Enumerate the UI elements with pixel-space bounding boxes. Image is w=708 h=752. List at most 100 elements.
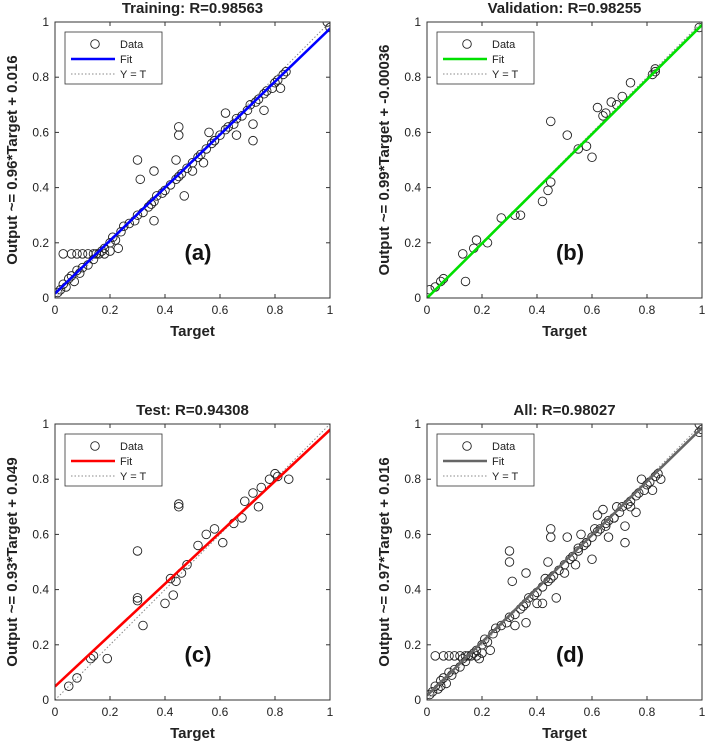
data-point <box>66 271 77 281</box>
y-axis-label: Output ~= 0.93*Target + 0.049 <box>4 457 21 666</box>
data-point <box>510 620 520 631</box>
data-point <box>250 97 261 107</box>
legend: Data Fit Y = T <box>64 31 163 85</box>
legend-data-label: Data <box>492 39 516 51</box>
x-tick-label: 0.8 <box>267 705 284 719</box>
legend-data-marker <box>462 441 472 451</box>
plot-content <box>55 424 330 700</box>
legend-identity-label: Y = T <box>120 69 146 81</box>
data-point <box>149 215 159 226</box>
data-point <box>587 152 597 162</box>
legend-data-label: Data <box>120 39 144 51</box>
data-point <box>625 502 636 512</box>
data-point <box>694 22 702 33</box>
data-point <box>135 174 145 185</box>
data-point <box>284 474 294 484</box>
y-tick-label: 1 <box>42 417 49 431</box>
data-point <box>442 701 451 710</box>
x-tick-label: 0.6 <box>212 303 229 317</box>
data-point <box>77 262 88 273</box>
plot-title: Validation: R=0.98255 <box>488 0 642 17</box>
data-point <box>193 540 203 551</box>
legend-fit-label: Fit <box>492 456 504 468</box>
data-point <box>173 502 184 512</box>
data-point <box>551 593 562 603</box>
data-point <box>99 249 110 259</box>
fit-line <box>427 426 702 697</box>
data-point <box>562 130 573 140</box>
data-point <box>620 521 630 531</box>
panel-validation: 00 0.2 0.2 0.4 0.4 0.6 0.6 0.8 0.8 1 1 Validation: … <box>376 0 706 340</box>
data-point <box>504 557 515 567</box>
data-point <box>77 249 88 259</box>
data-point <box>458 653 468 664</box>
data-point <box>231 113 242 124</box>
axes-frame <box>54 423 331 701</box>
panel-label: (b) <box>556 240 584 265</box>
y-axis-label: Output ~= 0.97*Target + 0.016 <box>376 457 393 666</box>
data-point <box>63 273 74 284</box>
data-point <box>537 598 548 609</box>
y-tick-label: 1 <box>414 417 421 431</box>
fit-line <box>427 23 702 298</box>
data-point <box>151 191 162 201</box>
data-point <box>113 243 123 254</box>
x-tick-label: 1 <box>327 705 334 719</box>
data-point <box>69 276 79 287</box>
data-point <box>173 130 184 140</box>
y-tick-label: 1 <box>414 15 421 29</box>
x-tick-label: 0.6 <box>212 705 229 719</box>
fit-line <box>55 428 330 688</box>
legend-data-marker <box>462 39 472 49</box>
data-point <box>625 77 636 88</box>
data-point <box>601 108 611 118</box>
data-point <box>471 651 482 661</box>
axes-frame <box>426 423 703 701</box>
y-tick-label: 1 <box>42 15 49 29</box>
data-point <box>430 681 441 691</box>
data-point <box>253 502 264 512</box>
data-point <box>694 427 702 438</box>
data-point <box>480 634 490 645</box>
data-point <box>647 485 658 495</box>
data-point <box>171 576 181 587</box>
data-point <box>107 232 118 243</box>
y-tick-label: 0.8 <box>404 472 421 486</box>
data-point <box>231 130 242 140</box>
y-tick-label: 0.6 <box>404 125 421 139</box>
data-point <box>132 593 143 603</box>
data-point <box>132 155 143 165</box>
x-tick-label: 0.4 <box>157 705 174 719</box>
data-point <box>491 623 501 633</box>
data-point <box>256 482 267 493</box>
data-point <box>248 135 258 146</box>
data-point <box>248 488 258 498</box>
data-point <box>72 673 82 683</box>
data-point <box>160 598 170 609</box>
data-point <box>72 249 82 259</box>
data-point <box>521 568 531 578</box>
data-point <box>173 499 184 509</box>
axes-frame <box>54 21 331 299</box>
data-point <box>239 496 250 507</box>
data-point <box>176 169 187 179</box>
x-tick-label: 0.8 <box>639 303 656 317</box>
y-tick-label: 0.6 <box>404 527 421 541</box>
data-point <box>598 504 608 515</box>
data-point <box>537 196 548 207</box>
data-point <box>515 210 526 220</box>
data-point <box>165 573 176 584</box>
data-point <box>182 163 192 174</box>
data-point <box>217 537 228 548</box>
panel-all: 00 0.2 0.2 0.4 0.4 0.6 0.6 0.8 0.8 1 1 All: R=0.980… <box>376 402 706 742</box>
data-point <box>215 130 225 140</box>
y-tick-label: 0.4 <box>404 583 421 597</box>
y-tick-label: 0.2 <box>32 236 49 250</box>
data-point <box>63 681 74 691</box>
data-point <box>460 651 471 661</box>
panel-test: 00 0.2 0.2 0.4 0.4 0.6 0.6 0.8 0.8 1 1 Test: R=0.94… <box>4 402 334 742</box>
data-point <box>650 66 661 77</box>
y-tick-label: 0 <box>414 693 421 707</box>
x-axis-label: Target <box>542 323 587 340</box>
data-point <box>273 75 283 85</box>
